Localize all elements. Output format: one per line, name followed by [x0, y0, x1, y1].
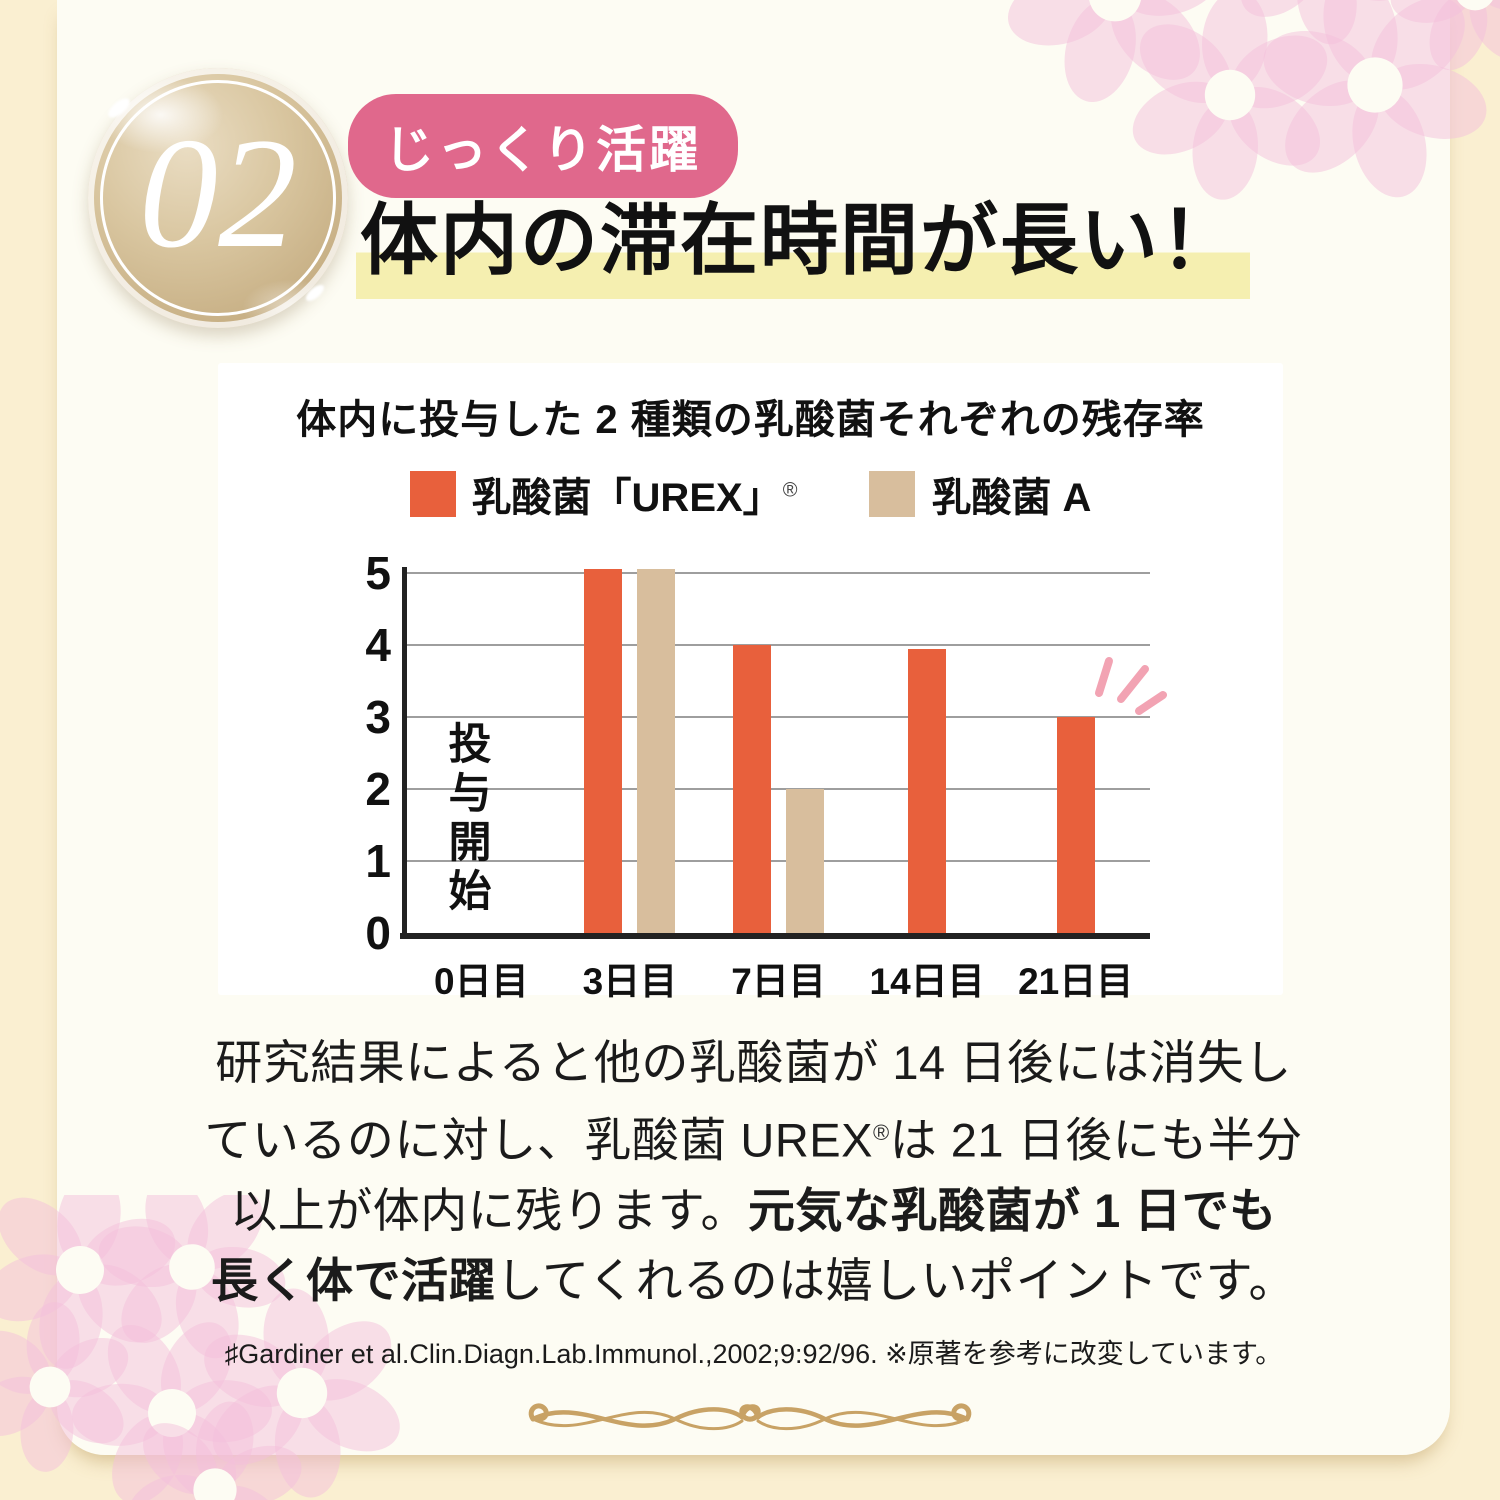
bar-乳酸菌「UREX」®	[584, 569, 623, 933]
gridline	[407, 860, 1150, 862]
y-axis-tick-label: 1	[365, 835, 391, 887]
number-badge: 02	[88, 68, 348, 328]
legend-item: 乳酸菌 A	[869, 465, 1091, 523]
tagline-label: じっくり活躍	[384, 122, 702, 178]
dosage-start-annotation: 投与開始	[442, 721, 490, 917]
x-axis-tick-label: 21日目	[1018, 961, 1134, 1002]
legend-swatch	[869, 471, 916, 517]
chart-legend: 乳酸菌「UREX」® 乳酸菌 A	[218, 465, 1283, 523]
body-paragraph: 研究結果によると他の乳酸菌が 14 日後には消失し ているのに対し、乳酸菌 UR…	[57, 1028, 1450, 1316]
chart-title: 体内に投与した 2 種類の乳酸菌それぞれの残存率	[296, 398, 1205, 442]
plot-area: 投与開始 0 1 2 3 4 5 0日目 3日目 7日目 14日目 21日目	[365, 550, 1167, 1002]
flourish-divider-icon	[528, 1392, 985, 1446]
legend-label: 乳酸菌 A	[931, 476, 1092, 520]
body-line-2: ているのに対し、乳酸菌 UREX®は 21 日後にも半分	[204, 1113, 1303, 1167]
body-line-4: 長く体で活躍してくれるのは嬉しいポイントです。	[211, 1253, 1296, 1307]
x-axis-tick-label: 3日目	[582, 961, 678, 1002]
x-axis-tick-label: 0日目	[434, 961, 529, 1002]
gridline	[407, 572, 1150, 574]
emphasis-marks-icon	[1095, 657, 1167, 715]
bar-乳酸菌 A	[786, 789, 824, 933]
tagline-badge: じっくり活躍	[348, 94, 738, 198]
gridline	[407, 716, 1150, 718]
bar-乳酸菌 A	[637, 569, 676, 933]
chart-card: 体内に投与した 2 種類の乳酸菌それぞれの残存率 乳酸菌「UREX」® 乳酸菌 A…	[218, 363, 1283, 1002]
legend-label: 乳酸菌「UREX」®	[471, 476, 798, 520]
bar-乳酸菌「UREX」®	[1056, 717, 1095, 933]
body-line-1: 研究結果によると他の乳酸菌が 14 日後には消失し	[215, 1036, 1292, 1089]
body-line-3: 以上が体内に残ります。元気な乳酸菌が 1 日でも	[230, 1183, 1277, 1237]
y-axis-tick-label: 3	[365, 691, 391, 743]
page-title: 体内の滞在時間が長い！	[356, 188, 1251, 300]
legend-swatch	[409, 471, 456, 517]
reference-footnote: ♯Gardiner et al.Clin.Diagn.Lab.Immunol.,…	[224, 1339, 1283, 1369]
registered-mark: ®	[873, 1120, 890, 1145]
bar-乳酸菌「UREX」®	[908, 648, 947, 933]
bar-乳酸菌「UREX」®	[733, 645, 771, 933]
gridline	[407, 644, 1150, 646]
badge-number: 02	[139, 106, 297, 281]
gridline	[407, 788, 1150, 790]
x-axis-tick-label: 7日目	[731, 961, 826, 1002]
legend-item: 乳酸菌「UREX」®	[409, 465, 798, 523]
y-axis-tick-label: 4	[365, 619, 391, 671]
y-axis-tick-label: 2	[365, 763, 391, 815]
x-axis-tick-label: 14日目	[869, 961, 985, 1002]
y-axis-tick-label: 0	[365, 907, 391, 959]
y-axis-tick-label: 5	[365, 547, 391, 599]
